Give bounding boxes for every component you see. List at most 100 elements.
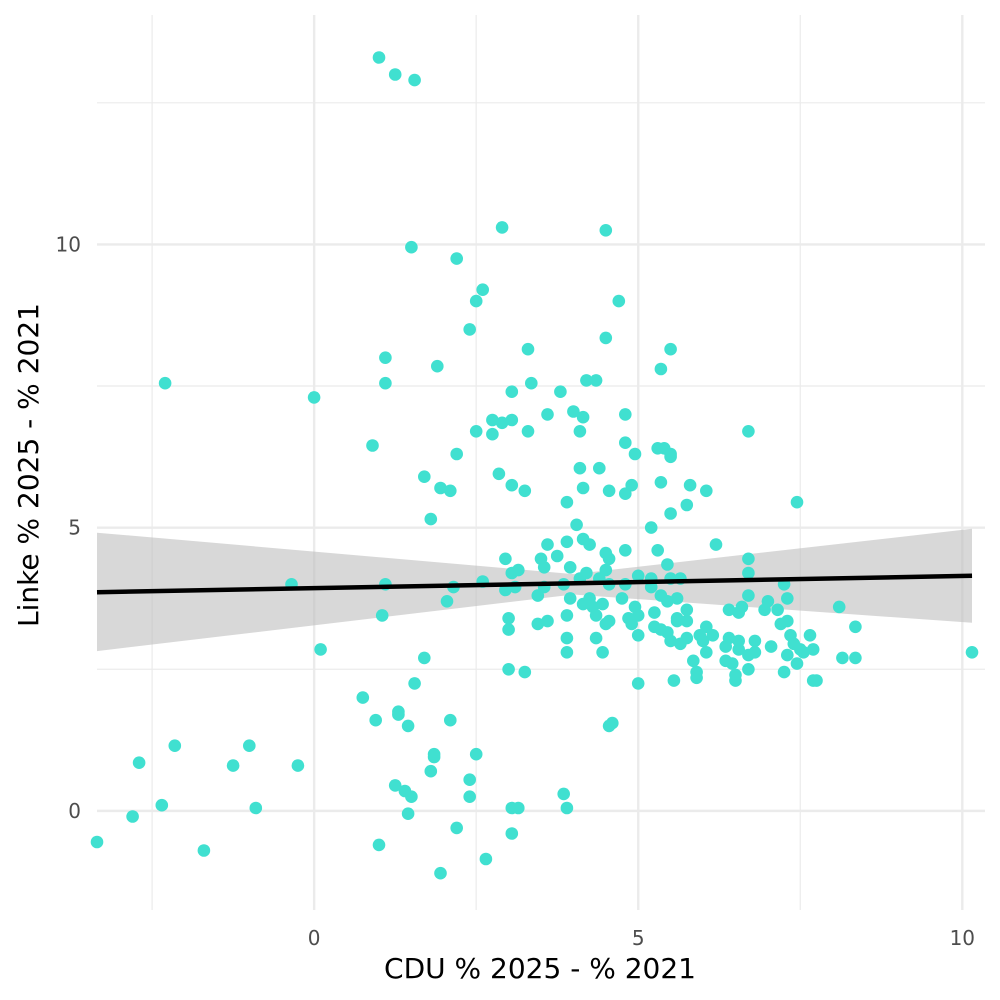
data-point [619,544,632,557]
data-point [619,436,632,450]
data-point [427,750,441,764]
data-point [742,663,755,676]
data-point [680,498,694,512]
data-point [599,563,613,577]
data-point [567,405,580,418]
data-point [777,665,791,679]
data-point [369,713,383,727]
y-tick-label: 10 [56,232,81,256]
data-point [602,484,616,498]
data-point [521,425,535,438]
data-point [576,410,590,424]
data-point [90,835,104,849]
y-axis-title: Linke % 2025 - % 2021 [12,303,45,627]
data-point [450,252,464,265]
data-point [502,663,515,676]
major-grid [97,15,985,910]
data-point [619,408,632,421]
data-point [599,331,613,345]
data-point [832,600,846,614]
data-point [573,425,587,438]
data-point [512,563,525,577]
data-point [648,606,661,619]
data-point [781,592,794,605]
data-point [722,603,736,617]
x-axis-title: CDU % 2025 - % 2021 [384,952,696,985]
data-point [631,629,645,642]
data-point [664,342,677,356]
data-point [670,592,684,605]
data-point [706,629,720,642]
data-point [401,719,415,733]
data-point [505,827,519,840]
data-point [554,385,567,399]
x-tick-label: 5 [632,926,645,950]
data-point [758,603,771,617]
data-point [450,821,464,835]
data-point [525,376,538,390]
data-point [580,374,593,387]
data-point [742,566,755,580]
data-point [589,609,603,622]
data-point [774,617,788,631]
data-point [486,427,499,441]
data-point [771,603,784,617]
data-point [388,68,402,81]
data-point [372,838,386,852]
data-point [560,609,574,622]
data-point [521,342,535,356]
data-point [444,484,457,498]
data-point [450,447,464,461]
data-point [469,425,483,438]
data-point [492,467,506,481]
data-point [463,790,477,803]
data-point [505,385,519,399]
data-point [249,801,263,815]
data-point [690,671,703,685]
data-point [307,391,321,404]
data-point [664,507,677,520]
data-point [573,461,587,475]
data-point [670,614,684,628]
data-point [849,651,862,665]
data-point [431,359,444,373]
data-point [612,294,626,308]
data-point [664,634,677,648]
data-point [797,646,810,659]
x-tick-label: 0 [308,926,321,950]
regression-line [96,573,973,595]
data-point [725,657,739,670]
data-point [518,484,532,498]
data-point [661,558,674,571]
data-point [531,617,545,631]
data-point [243,739,256,752]
data-point [589,631,603,645]
data-point [732,643,745,656]
data-point [560,646,574,659]
x-tick-label: 10 [950,926,975,950]
data-point [596,597,609,611]
data-point [849,620,862,634]
data-point [434,866,447,880]
data-point [405,240,418,254]
data-point [680,614,694,628]
data-point [576,597,590,611]
data-point [405,790,418,803]
data-point [661,595,674,608]
data-point [803,629,817,642]
data-point [563,592,577,605]
x-axis-tick-labels: 0 5 10 [308,926,975,950]
data-point [168,739,182,752]
data-point [502,612,515,625]
data-point [742,552,755,566]
data-point [486,413,499,427]
data-point [625,617,638,631]
data-point [372,51,386,64]
data-point [434,481,447,495]
data-point [619,487,632,501]
data-point [424,512,438,526]
data-point [197,844,211,857]
data-point [654,362,668,376]
data-point [628,447,642,461]
